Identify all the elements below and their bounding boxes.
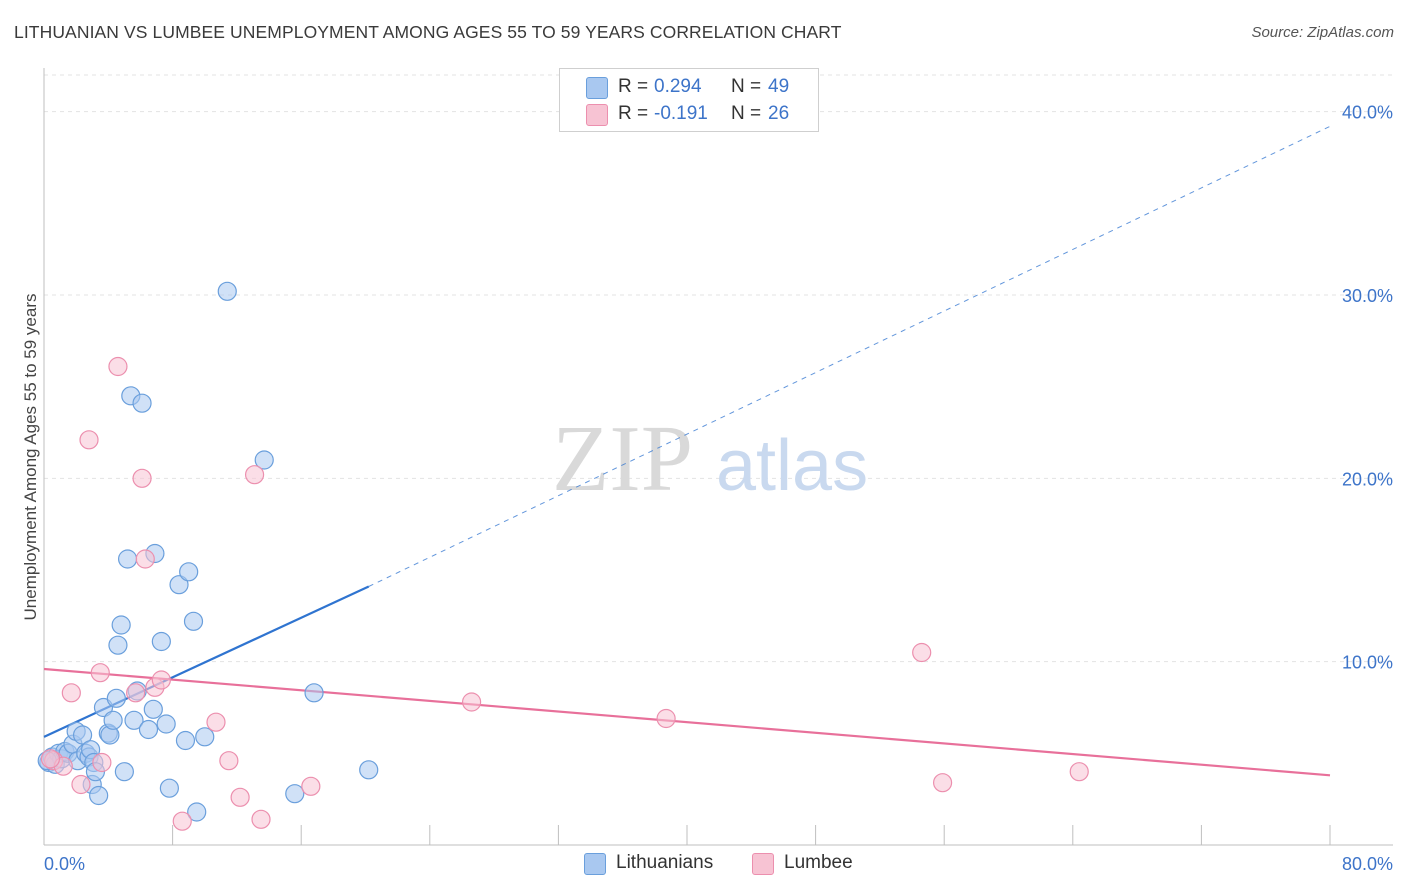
lithuanian-point	[179, 562, 199, 582]
lithuanian-point	[169, 575, 189, 595]
stats-row-lithuanians: R = 0.294 N = 49	[586, 76, 816, 100]
r-label: R =	[618, 103, 649, 124]
lumbee-point	[230, 787, 250, 807]
n-label: N =	[731, 76, 762, 97]
lithuanian-point	[175, 730, 196, 751]
lithuanian-point	[217, 281, 237, 301]
lumbee-point	[932, 773, 953, 793]
lumbee-point	[251, 809, 271, 829]
legend-label: Lithuanians	[616, 852, 714, 873]
lumbee-point	[126, 683, 146, 703]
lithuanian-point	[111, 615, 131, 635]
data-points	[37, 281, 1089, 831]
lumbee-point	[244, 465, 265, 485]
lithuanian-point	[114, 762, 134, 782]
n-value: 26	[768, 103, 790, 124]
lumbee-point	[461, 692, 482, 712]
y-tick-label: 30.0%	[1342, 286, 1393, 306]
lithuanians-swatch	[586, 77, 608, 99]
lumbee-point	[132, 468, 152, 488]
legend-item-lithuanians[interactable]: Lithuanians	[584, 852, 734, 876]
lithuanian-point	[285, 784, 305, 804]
lithuanian-point	[138, 719, 159, 740]
watermark-zip: ZIP	[552, 407, 693, 511]
lumbee-point	[92, 752, 112, 773]
lumbee-point	[40, 749, 61, 769]
lithuanian-point	[183, 611, 204, 631]
lumbee-point	[61, 683, 81, 703]
n-label: N =	[731, 103, 762, 124]
lumbee-point	[219, 751, 239, 771]
lithuanians-legend-swatch	[584, 853, 606, 875]
lithuanian-point	[106, 688, 126, 708]
lumbee-point	[71, 774, 91, 795]
y-tick-label: 10.0%	[1342, 653, 1393, 673]
lithuanian-point	[195, 727, 215, 747]
lithuanian-point	[151, 631, 171, 652]
legend-label: Lumbee	[784, 852, 853, 873]
y-tick-labels: 10.0% 20.0% 30.0% 40.0%	[1342, 103, 1393, 673]
y-tick-label: 40.0%	[1342, 103, 1393, 123]
lumbee-trend-line	[43, 667, 1331, 777]
y-axis-label: Unemployment Among Ages 55 to 59 years	[21, 294, 40, 621]
lithuanian-point	[103, 710, 123, 730]
lumbee-point	[90, 663, 110, 683]
lumbee-point	[1069, 762, 1089, 782]
lithuanian-point	[159, 778, 179, 798]
lumbee-point	[912, 642, 932, 663]
lithuanian-point	[72, 725, 93, 745]
source-label: Source: ZipAtlas.com	[1251, 24, 1394, 41]
stats-row-lumbee: R = -0.191 N = 26	[586, 103, 816, 127]
legend-item-lumbee[interactable]: Lumbee	[752, 852, 872, 876]
lithuanian-point	[143, 699, 163, 719]
lithuanian-point	[124, 710, 144, 730]
watermark-atlas: atlas	[716, 426, 868, 506]
lumbee-point	[108, 356, 128, 377]
stats-legend: R = 0.294 N = 49 R = -0.191 N = 26	[559, 68, 819, 132]
lithuanians-trend-extension	[368, 125, 1331, 587]
lithuanian-point	[304, 683, 324, 703]
lumbee-point	[301, 776, 321, 796]
lithuanian-point	[187, 802, 207, 822]
lumbee-point	[206, 712, 226, 732]
r-value: -0.191	[654, 103, 708, 124]
lithuanian-point	[89, 785, 109, 806]
lumbee-point	[79, 430, 99, 450]
n-value: 49	[768, 76, 790, 97]
r-value: 0.294	[654, 76, 702, 97]
lithuanian-point	[254, 450, 274, 470]
x-tick-label-min: 0.0%	[44, 854, 85, 874]
lithuanian-point	[156, 714, 176, 734]
lumbee-swatch	[586, 104, 608, 126]
lithuanian-point	[132, 393, 152, 413]
lithuanian-point	[359, 760, 379, 780]
gridlines	[44, 74, 1393, 663]
lumbee-point	[656, 708, 676, 729]
y-tick-label: 20.0%	[1342, 469, 1393, 489]
lumbee-point	[172, 811, 192, 831]
axes	[43, 68, 1393, 846]
chart-title: LITHUANIAN VS LUMBEE UNEMPLOYMENT AMONG …	[14, 22, 842, 42]
x-tick-label-max: 80.0%	[1342, 854, 1393, 874]
lumbee-point	[135, 549, 155, 569]
lumbee-legend-swatch	[752, 853, 774, 875]
lithuanian-point	[117, 549, 138, 569]
lumbee-point	[151, 670, 171, 690]
r-label: R =	[618, 76, 649, 97]
lithuanian-point	[108, 635, 128, 655]
